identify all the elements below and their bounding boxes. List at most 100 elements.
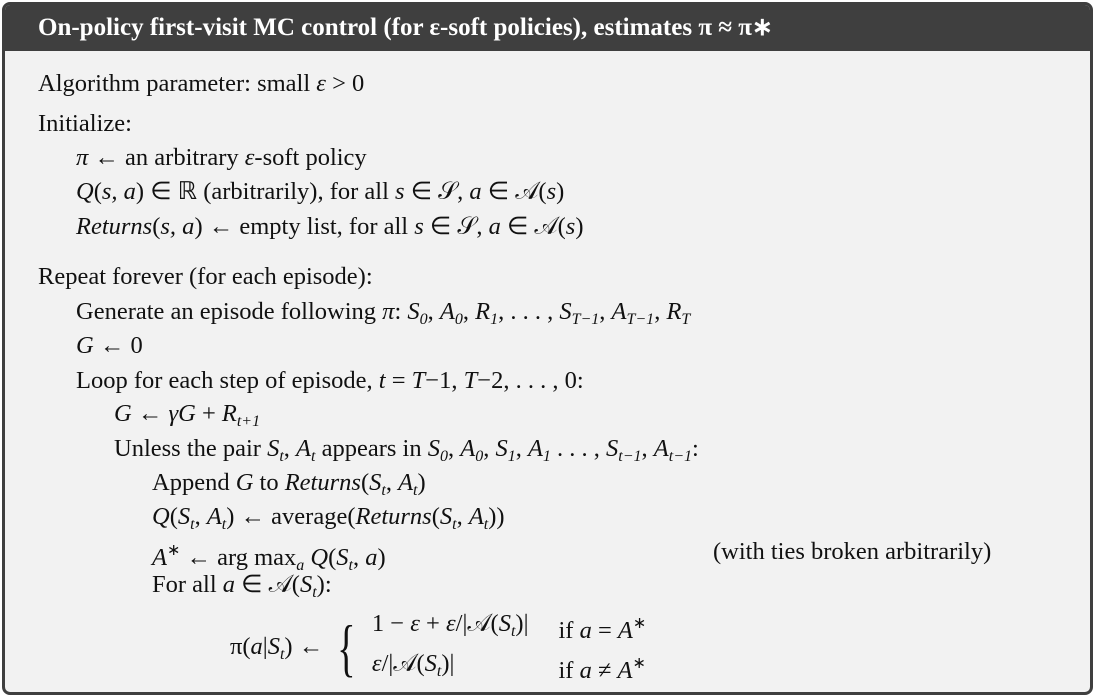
algorithm-title: On-policy first-visit MC control (for ε-… [5,5,1090,51]
math-segment: ) ← empty list, for all [194,213,415,240]
math-segment: S [407,298,420,325]
algorithm-line: G ← γG + Rt+1 [114,399,260,437]
algorithm-line: Append G to Returns(St, At) [152,468,426,506]
math-segment: A [296,435,312,462]
math-segment: t+1 [236,413,261,430]
math-segment: )| [515,610,529,637]
math-segment: ) ← [284,632,324,660]
math-segment: , [462,298,476,325]
math-segment: Repeat forever (for each episode): [38,263,373,290]
math-segment: ( [328,544,337,571]
math-segment: 0 [419,311,428,328]
math-segment: ∗ [632,615,647,632]
math-segment: s, a [101,178,136,205]
math-segment: a [469,178,482,205]
math-segment: ∈ 𝒜( [481,178,547,205]
math-segment: π [230,632,243,660]
math-segment: Returns [355,503,432,530]
math-segment: S [267,435,280,462]
math-segment: A [460,435,476,462]
math-segment: s [414,213,424,240]
case-condition: if a ≠ A∗ [558,648,646,688]
math-segment: t [312,584,317,601]
math-segment: ) ← average( [226,503,356,530]
algorithm-line: G ← 0 [76,331,143,361]
math-segment: s [565,213,576,240]
math-segment: > 0 [325,70,365,97]
math-segment: ( [360,469,370,496]
algorithm-line: Q(St, At) ← average(Returns(St, At)) [152,502,505,540]
math-segment: S [299,571,313,598]
math-segment: t [436,663,442,680]
math-segment: )) [488,503,505,530]
math-segment: ∈ 𝒜( [500,213,566,240]
algorithm-line: Initialize: [38,109,132,139]
case-condition: if a = A∗ [558,608,646,648]
algorithm-line: Generate an episode following π: S0, A0,… [76,297,690,335]
math-segment: ε [316,70,326,97]
math-segment: ) [377,544,386,571]
math-segment: ∈ 𝒜( [235,571,300,598]
math-segment: t [413,482,418,499]
math-segment: , [599,298,612,325]
math-segment: t [381,482,386,499]
math-segment: ) [556,178,565,205]
algorithm-line: Returns(s, a) ← empty list, for all s ∈ … [76,212,584,242]
math-segment: ): [316,571,332,598]
math-segment: G [76,332,94,359]
math-segment: R [666,298,682,325]
math-segment: S [336,544,349,571]
math-segment: t [221,516,227,533]
math-segment: a [579,617,592,644]
math-segment: t [279,448,284,465]
math-segment: ( [152,213,161,240]
math-segment: ← arg max [180,544,297,571]
math-segment: γG [168,400,196,427]
math-segment: if [558,617,580,644]
math-segment: T−1 [626,311,655,328]
math-segment: /|𝒜( [381,650,425,677]
math-segment: t [190,516,195,533]
math-segment: ∈ 𝒮, [404,178,470,205]
math-segment: 1 − [371,610,411,637]
math-segment: a [579,657,592,684]
math-segment: T [681,311,691,328]
math-segment: , [641,435,654,462]
math-segment: A [617,657,633,684]
case-value: ε/|𝒜(St)| [372,648,529,688]
math-segment: Algorithm parameter: small [38,70,317,97]
math-segment: R [221,400,237,427]
math-segment: T [463,367,478,394]
math-segment: Q [76,178,94,205]
math-segment: 0 [439,448,448,465]
math-segment: G [114,400,132,427]
math-segment: S [559,298,572,325]
math-segment: S [495,435,508,462]
math-segment: : [692,435,699,462]
case-value: 1 − ε + ε/|𝒜(St)| [372,608,529,648]
math-segment: Unless the pair [114,435,268,462]
math-segment: = [385,367,412,394]
math-segment: , [456,503,469,530]
math-segment: ( [242,632,251,660]
math-segment: Returns [76,213,153,240]
math-segment: For all [152,571,223,598]
math-segment: + [419,610,446,637]
math-segment: t [279,645,285,663]
math-segment: ( [169,503,178,530]
math-segment: A [152,544,167,571]
math-segment: /|𝒜( [455,610,499,637]
math-segment: −2, . . . , 0: [477,367,584,394]
math-segment: ) ∈ ℝ (arbitrarily), for all [135,178,396,205]
math-segment: ∗ [166,542,181,559]
math-segment: A [439,298,455,325]
math-segment: 0 [475,448,484,465]
math-segment: S [267,632,280,660]
algorithm-line: Repeat forever (for each episode): [38,262,373,292]
math-segment: ← an arbitrary [88,144,245,171]
math-segment: , [515,435,528,462]
math-segment: A [653,435,669,462]
algorithm-line: Algorithm parameter: small ε > 0 [38,69,364,99]
math-segment: t−1 [668,448,692,465]
